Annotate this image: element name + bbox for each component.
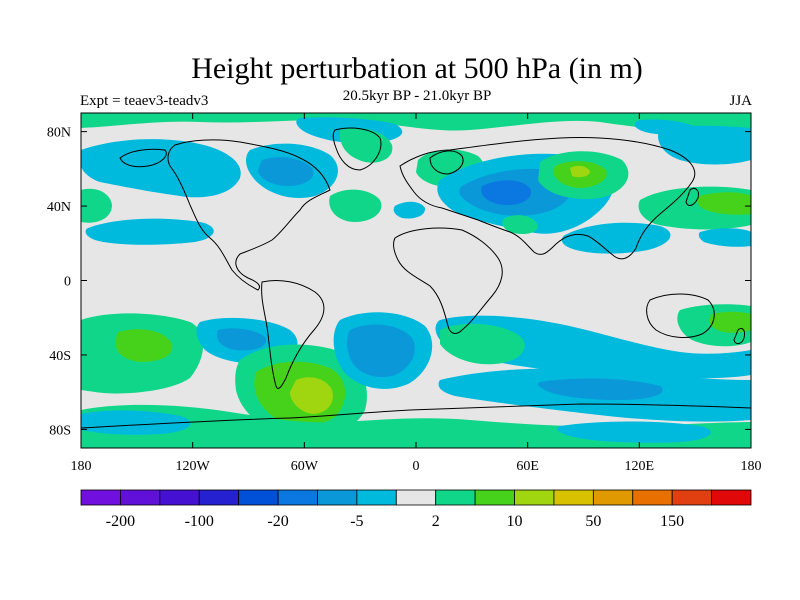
experiment-label: Expt = teaev3-teadv3 bbox=[80, 93, 209, 109]
field-southern-blue-band-mid bbox=[537, 378, 663, 400]
lon-tick-label: 0 bbox=[413, 459, 420, 474]
colorbar-swatch bbox=[159, 489, 200, 506]
colorbar-label: 150 bbox=[660, 513, 684, 530]
map-panel bbox=[81, 113, 751, 448]
colorbar-swatch bbox=[317, 489, 358, 506]
lat-tick-label: 40S bbox=[49, 349, 71, 364]
field-npac-green-right-mid bbox=[697, 192, 751, 215]
field-pac-green-left bbox=[81, 188, 112, 223]
field-arctic-green-band bbox=[81, 113, 751, 133]
field-antarctic-blue-right bbox=[556, 421, 711, 443]
colorbar-labels: -200 -100 -20 -5 2 10 50 150 bbox=[106, 513, 684, 530]
lon-tick-label: 60E bbox=[516, 459, 539, 474]
field-sind-blue bbox=[435, 315, 751, 379]
field-sind-green bbox=[440, 323, 525, 365]
season-label: JJA bbox=[729, 93, 752, 109]
coast-japan bbox=[685, 187, 699, 206]
colorbar-swatch bbox=[80, 489, 121, 506]
colorbar-swatch bbox=[277, 489, 318, 506]
coast-south-america bbox=[261, 279, 325, 389]
field-namerica-blue-dark bbox=[258, 157, 314, 186]
colorbar-swatch bbox=[198, 489, 240, 506]
colorbar-swatch bbox=[120, 489, 161, 506]
coast-scandinavia bbox=[429, 150, 464, 175]
colorbar bbox=[80, 489, 752, 506]
colorbar-label: 50 bbox=[585, 513, 601, 530]
lon-tick-label: 60W bbox=[291, 459, 319, 474]
coast-alaska bbox=[119, 148, 167, 168]
coast-north-america bbox=[167, 139, 331, 291]
field-npac-blue bbox=[81, 139, 241, 198]
colorbar-swatch bbox=[474, 489, 515, 506]
field-spac-green-left-mid bbox=[115, 329, 173, 362]
field-npac-blue-right bbox=[698, 228, 751, 247]
colorbar-swatch bbox=[395, 489, 437, 506]
colorbar-swatch bbox=[514, 489, 555, 506]
lat-tick-label: 0 bbox=[64, 275, 71, 290]
lat-tick-label: 80S bbox=[49, 423, 71, 438]
field-asia-blue bbox=[561, 222, 671, 254]
colorbar-label: -100 bbox=[185, 513, 214, 530]
colorbar-swatch bbox=[356, 489, 397, 506]
field-eurasia-blue-dark bbox=[481, 180, 532, 206]
plot-title: Height perturbation at 500 hPa (in m) bbox=[191, 52, 643, 85]
lon-tick-label: 180 bbox=[71, 459, 92, 474]
field-mideast-green bbox=[502, 215, 538, 234]
colorbar-swatch bbox=[592, 489, 634, 506]
field-south-america-green-strong bbox=[290, 377, 333, 414]
longitude-axis: 180 120W 60W 0 60E 120E 180 bbox=[71, 113, 762, 474]
coast-australia bbox=[646, 293, 715, 338]
colorbar-label: -5 bbox=[350, 513, 363, 530]
colorbar-swatch bbox=[711, 489, 752, 506]
field-atl-blue bbox=[393, 201, 426, 219]
field-satl-blue-mid bbox=[347, 324, 415, 378]
coast-eurasia bbox=[399, 137, 696, 260]
field-pac-blue-mid bbox=[85, 218, 214, 245]
colorbar-swatch bbox=[632, 489, 673, 506]
coast-antarctica bbox=[81, 403, 751, 429]
field-spac-blue-left-mid bbox=[216, 328, 267, 351]
latitude-axis: 80N 40N 0 40S 80S bbox=[47, 126, 751, 438]
field-aleutian-blue bbox=[658, 125, 751, 165]
colorbar-label: -20 bbox=[267, 513, 288, 530]
lat-tick-label: 40N bbox=[47, 200, 71, 215]
coastlines bbox=[81, 127, 751, 429]
coast-new-zealand bbox=[733, 327, 745, 345]
field-siberia-green-strong bbox=[570, 165, 590, 178]
colorbar-swatch bbox=[671, 489, 712, 506]
plot-subtitle: 20.5kyr BP - 21.0kyr BP bbox=[342, 88, 492, 104]
colorbar-label: -200 bbox=[106, 513, 135, 530]
colorbar-swatch bbox=[435, 489, 476, 506]
field-atl-green bbox=[329, 189, 382, 222]
coast-greenland bbox=[332, 127, 382, 171]
lat-tick-label: 80N bbox=[47, 126, 71, 141]
coast-africa bbox=[393, 227, 503, 334]
lon-tick-label: 120E bbox=[625, 459, 655, 474]
colorbar-swatch bbox=[553, 489, 594, 506]
colorbar-swatch bbox=[238, 489, 279, 506]
field-antarctic-blue-left bbox=[81, 410, 191, 435]
colorbar-label: 10 bbox=[507, 513, 523, 530]
colorbar-label: 2 bbox=[432, 513, 440, 530]
lon-tick-label: 120W bbox=[176, 459, 211, 474]
lon-tick-label: 180 bbox=[741, 459, 762, 474]
field-sind-green-right-mid bbox=[709, 311, 751, 333]
